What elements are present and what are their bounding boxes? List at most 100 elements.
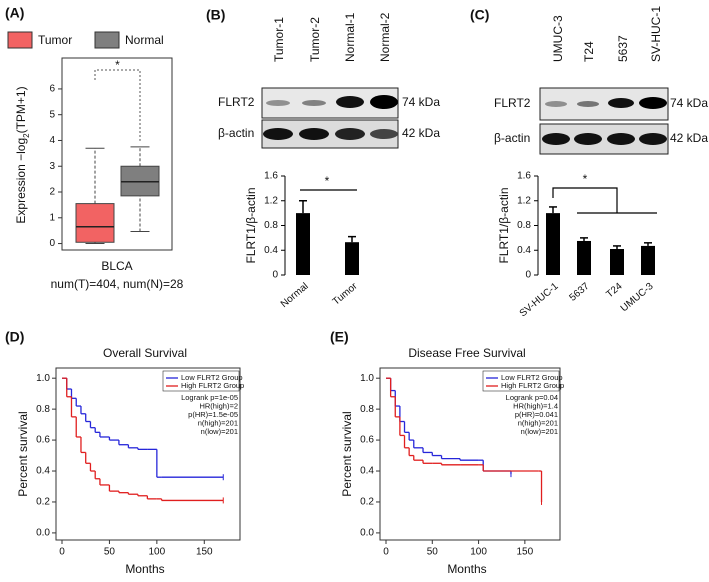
annotation: n(low)=201 [521, 427, 558, 436]
panel-label: (C) [470, 7, 489, 23]
y-axis-label: Percent survival [340, 411, 354, 496]
x-tick-label: UMUC-3 [619, 281, 656, 315]
x-tick-label: Normal [279, 281, 311, 310]
x-tick-label: Tumor [331, 280, 360, 307]
annotation: * [115, 58, 120, 72]
protein-label: FLRT2 [494, 96, 531, 110]
annotation: p(HR)=0.041 [515, 410, 558, 419]
protein-label: β-actin [494, 131, 530, 145]
y-axis-label: FLRT1/β-actin [497, 187, 511, 263]
x-tick-label: 50 [104, 547, 116, 558]
y-tick-label: 0.4 [264, 245, 278, 256]
y-tick-label: 0.8 [264, 220, 278, 231]
lane-label: Tumor-2 [308, 17, 322, 62]
bar [577, 240, 591, 275]
y-tick-label: 0.0 [360, 528, 374, 539]
y-tick-label: 6 [49, 84, 55, 95]
x-axis-label: Months [125, 562, 164, 576]
panel-label: (A) [5, 5, 24, 21]
box [75, 203, 115, 243]
size-label: 42 kDa [402, 126, 440, 140]
chart-title: Disease Free Survival [408, 346, 525, 360]
lane-label: T24 [582, 41, 596, 62]
size-label: 42 kDa [670, 131, 708, 145]
x-tick-label: 100 [470, 547, 487, 558]
plot-frame [61, 57, 173, 251]
y-tick-label: 2 [49, 187, 55, 198]
x-tick-label: T24 [604, 281, 625, 301]
chart-title: Overall Survival [103, 346, 187, 360]
y-tick-label: 0.8 [360, 404, 374, 415]
y-tick-label: 1.0 [36, 373, 50, 384]
annotation: HR(high)=1.4 [513, 401, 558, 410]
protein-label: β-actin [218, 126, 254, 140]
x-tick-label: 5637 [568, 281, 592, 304]
y-label-part: (TPM+1) [14, 86, 28, 133]
lane-label: SV-HUC-1 [649, 6, 663, 62]
x-tick-label: 150 [517, 547, 534, 558]
bar [641, 245, 655, 275]
y-label-subscript: 2 [22, 133, 31, 138]
y-tick-label: 0.8 [36, 404, 50, 415]
y-tick-label: 0 [525, 270, 531, 281]
legend-label: Tumor [38, 33, 72, 47]
y-tick-label: 0.6 [36, 435, 50, 446]
lane-label: Normal-2 [378, 12, 392, 62]
annotation: n(high)=201 [198, 418, 238, 427]
annotation: * [325, 174, 330, 188]
bar [546, 213, 560, 275]
y-tick-label: 1.0 [360, 373, 374, 384]
x-tick-label: 0 [59, 547, 65, 558]
y-tick-label: 0.8 [517, 220, 531, 231]
legend-swatch [94, 31, 120, 49]
lane-label: Normal-1 [343, 12, 357, 62]
y-tick-label: 1.2 [264, 195, 278, 206]
y-tick-label: 1 [49, 212, 55, 223]
lane-label: UMUC-3 [551, 15, 565, 62]
annotation: Logrank p=0.04 [506, 393, 558, 402]
x-axis-label: BLCA [101, 259, 132, 273]
annotation: Logrank p=1e-05 [181, 393, 238, 402]
x-axis-label: Months [447, 562, 486, 576]
annotation: n(low)=201 [201, 427, 238, 436]
y-tick-label: 0.4 [36, 466, 50, 477]
legend-label: Low FLRT2 Group [181, 373, 243, 382]
legend-box [482, 370, 560, 392]
annotation: HR(high)=2 [199, 401, 238, 410]
y-tick-label: 0.0 [36, 528, 50, 539]
significance-bracket [94, 69, 141, 141]
annotation: * [583, 172, 588, 186]
y-tick-label: 0 [49, 238, 55, 249]
legend-swatch [7, 31, 33, 49]
blot-bands [542, 97, 667, 145]
y-axis-label: Expression −log2(TPM+1) [14, 86, 30, 223]
significance-bracket [300, 187, 657, 214]
blot-bands [263, 95, 398, 140]
y-tick-label: 4 [49, 135, 55, 146]
bar [296, 213, 310, 275]
legend-label: High FLRT2 Group [501, 381, 564, 390]
size-label: 74 kDa [670, 96, 708, 110]
x-tick-label: SV-HUC-1 [518, 281, 561, 320]
bar [345, 242, 359, 275]
size-label: 74 kDa [402, 95, 440, 109]
y-tick-label: 0.6 [360, 435, 374, 446]
y-tick-label: 0.2 [36, 497, 50, 508]
legend-label: Low FLRT2 Group [501, 373, 563, 382]
y-tick-label: 0.2 [360, 497, 374, 508]
panel-label: (D) [5, 329, 24, 345]
bar [610, 249, 624, 275]
panel-label: (E) [330, 329, 349, 345]
protein-label: FLRT2 [218, 95, 255, 109]
legend-label: Normal [125, 33, 164, 47]
annotation: p(HR)=1.5e-05 [188, 410, 238, 419]
y-axis-label: FLRT1/β-actin [244, 187, 258, 263]
note: num(T)=404, num(N)=28 [51, 277, 184, 291]
y-tick-label: 0.4 [517, 245, 531, 256]
plot-frame [379, 367, 561, 541]
lane-label: 5637 [616, 35, 630, 62]
y-tick-label: 5 [49, 109, 55, 120]
y-tick-label: 0.4 [360, 466, 374, 477]
x-tick-label: 150 [196, 547, 213, 558]
